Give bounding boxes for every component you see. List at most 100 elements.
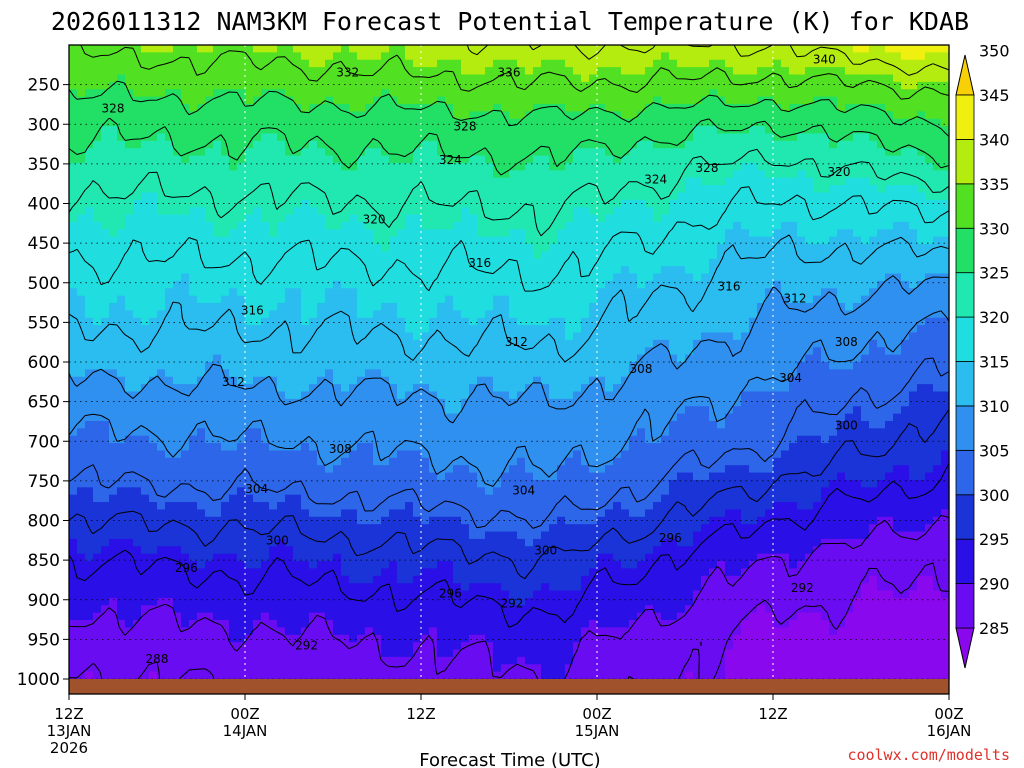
heatmap-cell (741, 317, 750, 326)
heatmap-cell (533, 214, 542, 223)
heatmap-cell (269, 303, 278, 311)
heatmap-cell (205, 376, 214, 385)
heatmap-cell (277, 81, 286, 90)
heatmap-cell (85, 251, 94, 260)
heatmap-cell (181, 52, 190, 61)
heatmap-cell (669, 67, 678, 76)
heatmap-cell (181, 288, 190, 297)
heatmap-cell (245, 317, 254, 326)
heatmap-cell (861, 317, 870, 326)
heatmap-cell (285, 74, 294, 83)
heatmap-cell (421, 126, 430, 135)
heatmap-cell (893, 251, 902, 260)
heatmap-cell (629, 118, 638, 127)
heatmap-cell (645, 339, 654, 348)
heatmap-cell (549, 59, 558, 68)
heatmap-cell (269, 221, 278, 230)
heatmap-cell (93, 81, 102, 90)
heatmap-cell (245, 74, 254, 83)
heatmap-cell (653, 339, 662, 348)
heatmap-cell (901, 303, 910, 311)
heatmap-cell (373, 214, 382, 223)
heatmap-cell (485, 155, 494, 164)
heatmap-cell (373, 118, 382, 127)
heatmap-cell (677, 67, 686, 76)
heatmap-cell (917, 45, 926, 53)
heatmap-cell (341, 295, 350, 304)
heatmap-cell (717, 369, 726, 378)
heatmap-cell (933, 170, 942, 179)
heatmap-cell (213, 236, 222, 245)
heatmap-cell (829, 67, 838, 76)
heatmap-cell (213, 177, 222, 186)
heatmap-cell (925, 295, 934, 304)
heatmap-cell (941, 295, 950, 304)
heatmap-cell (165, 103, 174, 112)
heatmap-cell (365, 81, 374, 90)
heatmap-cell (941, 59, 950, 68)
heatmap-cell (469, 362, 478, 370)
heatmap-cell (141, 266, 150, 275)
heatmap-cell (589, 317, 598, 326)
heatmap-cell (669, 192, 678, 201)
heatmap-cell (821, 67, 830, 76)
heatmap-cell (293, 288, 302, 297)
heatmap-cell (837, 133, 846, 142)
heatmap-cell (789, 111, 798, 120)
heatmap-cell (821, 303, 830, 311)
heatmap-cell (333, 258, 342, 267)
heatmap-cell (333, 52, 342, 61)
heatmap-cell (197, 244, 206, 253)
heatmap-cell (221, 273, 230, 282)
heatmap-cell (389, 155, 398, 164)
heatmap-cell (237, 339, 246, 348)
heatmap-cell (413, 376, 422, 385)
heatmap-cell (517, 177, 526, 186)
heatmap-cell (941, 362, 950, 370)
heatmap-cell (469, 118, 478, 127)
heatmap-cell (933, 258, 942, 267)
heatmap-cell (509, 74, 518, 83)
heatmap-cell (837, 236, 846, 245)
heatmap-cell (357, 118, 366, 127)
heatmap-cell (381, 103, 390, 112)
heatmap-cell (277, 325, 286, 334)
heatmap-cell (221, 74, 230, 83)
heatmap-cell (101, 273, 110, 282)
heatmap-cell (541, 140, 550, 149)
heatmap-cell (877, 347, 886, 356)
heatmap-cell (301, 111, 310, 120)
heatmap-cell (645, 369, 654, 378)
heatmap-cell (661, 111, 670, 120)
heatmap-cell (245, 96, 254, 105)
heatmap-cell (613, 199, 622, 208)
heatmap-cell (629, 273, 638, 282)
heatmap-cell (805, 162, 814, 171)
heatmap-cell (445, 229, 454, 238)
heatmap-cell (605, 185, 614, 194)
heatmap-cell (189, 140, 198, 149)
heatmap-cell (309, 369, 318, 378)
heatmap-cell (869, 89, 878, 98)
heatmap-cell (501, 126, 510, 135)
heatmap-cell (429, 59, 438, 68)
heatmap-cell (253, 273, 262, 282)
heatmap-cell (661, 162, 670, 171)
heatmap-cell (749, 96, 758, 105)
heatmap-cell (229, 273, 238, 282)
heatmap-cell (109, 288, 118, 297)
heatmap-cell (373, 111, 382, 120)
heatmap-cell (421, 155, 430, 164)
heatmap-cell (109, 126, 118, 135)
heatmap-cell (445, 325, 454, 334)
heatmap-cell (885, 103, 894, 112)
heatmap-cell (517, 207, 526, 216)
heatmap-cell (541, 185, 550, 194)
heatmap-cell (301, 170, 310, 179)
heatmap-cell (173, 236, 182, 245)
heatmap-cell (349, 185, 358, 194)
heatmap-cell (685, 185, 694, 194)
heatmap-cell (709, 140, 718, 149)
heatmap-cell (293, 251, 302, 260)
heatmap-cell (469, 236, 478, 245)
